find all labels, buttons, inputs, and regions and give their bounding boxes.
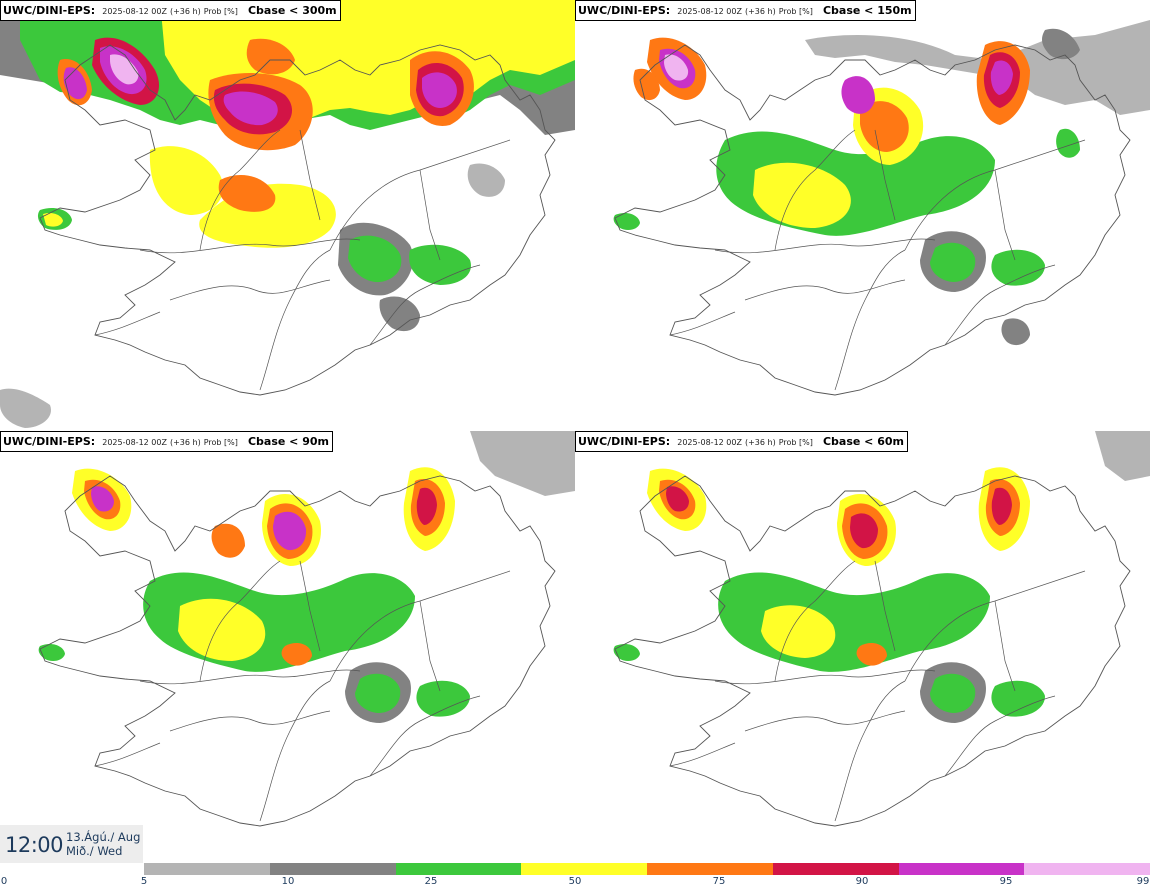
colorbar-tick-label: 90 [855, 876, 869, 887]
valid-date-line2: Mið./ Wed [66, 844, 123, 858]
model-name: UWC/DINI-EPS [3, 4, 91, 17]
colorbar-tick-label: 50 [568, 876, 582, 887]
run-info: 2025-08-12 00Z (+36 h) Prob [%] [102, 438, 241, 447]
probability-map [575, 0, 1150, 431]
colorbar-segment [1024, 863, 1150, 875]
run-info: 2025-08-12 00Z (+36 h) Prob [%] [677, 7, 816, 16]
field-name: Prob [%] [778, 7, 813, 16]
lead-time: (+36 h) [744, 438, 776, 447]
threshold-label: Cbase < 90m [247, 435, 329, 448]
field-name: Prob [%] [778, 438, 813, 447]
colorbar-ticks: 0 5 10 25 50 75 90 95 99 [0, 876, 1150, 891]
lead-time: (+36 h) [744, 7, 776, 16]
colorbar-segment [269, 863, 396, 875]
colorbar-segment [898, 863, 1025, 875]
run-time: 2025-08-12 00Z [102, 438, 167, 447]
threshold-label: Cbase < 300m [247, 4, 337, 17]
field-name: Prob [%] [203, 438, 238, 447]
colorbar-segment [521, 863, 647, 875]
field-name: Prob [%] [203, 7, 238, 16]
colorbar-tick-label: 25 [424, 876, 438, 887]
valid-date: 13.Ágú./ Aug Mið./ Wed [66, 830, 140, 858]
valid-date-line1: 13.Ágú./ Aug [66, 830, 141, 844]
model-name: UWC/DINI-EPS [578, 435, 666, 448]
colorbar-tick-label: 0 [0, 876, 8, 887]
colorbar-tick-label: 99 [1136, 876, 1150, 887]
colorbar-tick-label: 75 [712, 876, 726, 887]
panel-header: UWC/DINI-EPS: 2025-08-12 00Z (+36 h) Prob … [0, 0, 341, 21]
lead-time: (+36 h) [169, 438, 201, 447]
colorbar-tick-label: 10 [281, 876, 295, 887]
probability-map [0, 0, 575, 431]
panel-header: UWC/DINI-EPS: 2025-08-12 00Z (+36 h) Prob … [575, 0, 916, 21]
valid-time-box: 12:00 13.Ágú./ Aug Mið./ Wed [0, 825, 143, 863]
colorbar-segment [395, 863, 522, 875]
colorbar-segment [772, 863, 899, 875]
map-panel-cbase-150m: UWC/DINI-EPS: 2025-08-12 00Z (+36 h) Prob … [575, 0, 1150, 431]
run-time: 2025-08-12 00Z [677, 438, 742, 447]
colorbar-segment [144, 863, 270, 875]
model-name: UWC/DINI-EPS [3, 435, 91, 448]
valid-time: 12:00 [5, 833, 64, 857]
probability-map [0, 431, 575, 862]
lead-time: (+36 h) [169, 7, 201, 16]
model-name: UWC/DINI-EPS [578, 4, 666, 17]
threshold-label: Cbase < 150m [822, 4, 912, 17]
map-panel-cbase-300m: UWC/DINI-EPS: 2025-08-12 00Z (+36 h) Prob … [0, 0, 575, 431]
probability-map [575, 431, 1150, 862]
map-panel-cbase-60m: UWC/DINI-EPS: 2025-08-12 00Z (+36 h) Prob … [575, 431, 1150, 862]
colorbar-tick-label: 95 [999, 876, 1013, 887]
panel-header: UWC/DINI-EPS: 2025-08-12 00Z (+36 h) Prob … [575, 431, 908, 452]
colorbar-segment [647, 863, 773, 875]
run-info: 2025-08-12 00Z (+36 h) Prob [%] [102, 7, 241, 16]
map-panel-cbase-90m: UWC/DINI-EPS: 2025-08-12 00Z (+36 h) Prob … [0, 431, 575, 862]
run-info: 2025-08-12 00Z (+36 h) Prob [%] [677, 438, 816, 447]
panel-header: UWC/DINI-EPS: 2025-08-12 00Z (+36 h) Prob … [0, 431, 333, 452]
threshold-label: Cbase < 60m [822, 435, 904, 448]
run-time: 2025-08-12 00Z [677, 7, 742, 16]
colorbar [144, 863, 1150, 875]
run-time: 2025-08-12 00Z [102, 7, 167, 16]
colorbar-tick-label: 5 [140, 876, 148, 887]
